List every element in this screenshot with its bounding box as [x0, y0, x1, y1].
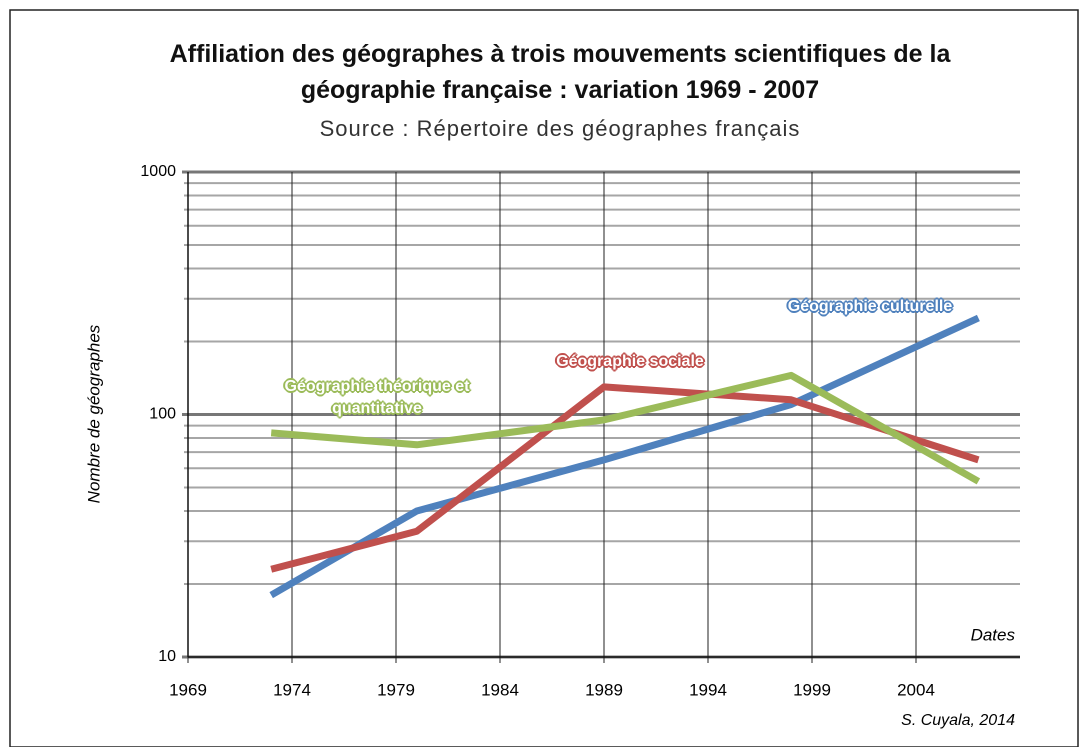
- y-tick-label: 10: [158, 648, 176, 665]
- x-tick-label: 1989: [585, 680, 623, 699]
- x-tick-label: 1984: [481, 680, 519, 699]
- series-line: [270, 383, 980, 573]
- x-tick-label: 1969: [169, 680, 207, 699]
- y-axis-label: Nombre de géographes: [84, 324, 103, 503]
- chart-title: Affiliation des géographes à trois mouve…: [169, 40, 951, 104]
- x-axis-label: Dates: [971, 625, 1016, 644]
- series-line: [270, 371, 981, 485]
- credit: S. Cuyala, 2014: [901, 712, 1015, 729]
- y-tick-label: 1000: [140, 163, 176, 180]
- frame: [9, 9, 1079, 747]
- series-label: Géographie théorique et quantitative: [284, 378, 470, 417]
- chart-subtitle: Source : Répertoire des géographes franç…: [319, 116, 801, 141]
- x-tick-label: 1974: [273, 680, 311, 699]
- series-label: Géographie sociale: [556, 353, 704, 370]
- x-tick-label: 1994: [689, 680, 727, 699]
- x-tick-label: 1979: [377, 680, 415, 699]
- x-tick-label: 1999: [793, 680, 831, 699]
- y-tick-label: 100: [149, 406, 176, 423]
- series-label: Géographie culturelle: [787, 298, 953, 315]
- series-line: [269, 314, 980, 599]
- x-tick-label: 2004: [897, 680, 935, 699]
